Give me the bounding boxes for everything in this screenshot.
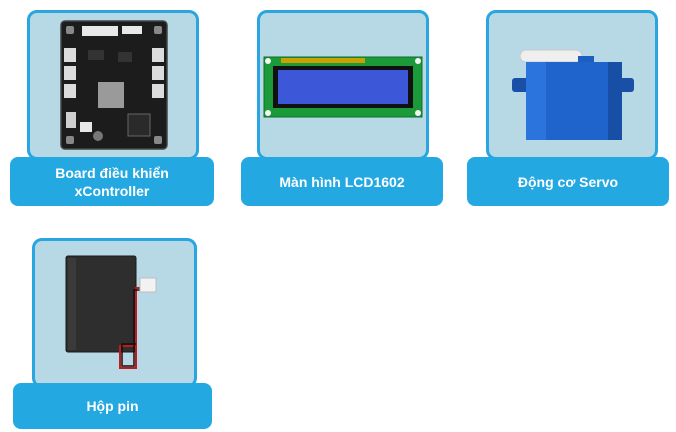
servo-label: Động cơ Servo bbox=[517, 173, 619, 190]
lcd-label: Màn hình LCD1602 bbox=[279, 173, 405, 190]
component-label-servo: Động cơ Servo bbox=[467, 157, 669, 206]
battery-box-icon bbox=[65, 255, 157, 369]
board-icon bbox=[60, 20, 168, 150]
component-label-board: Board điều khiển xController bbox=[10, 157, 214, 206]
battery-label: Hộp pin bbox=[86, 398, 139, 414]
component-label-battery: Hộp pin bbox=[13, 383, 212, 429]
lcd-icon bbox=[263, 56, 423, 118]
board-label-line1: Board điều khiển bbox=[55, 164, 169, 181]
board-label-line2: xController bbox=[74, 182, 150, 199]
servo-icon bbox=[512, 49, 634, 140]
component-label-lcd: Màn hình LCD1602 bbox=[241, 157, 443, 206]
